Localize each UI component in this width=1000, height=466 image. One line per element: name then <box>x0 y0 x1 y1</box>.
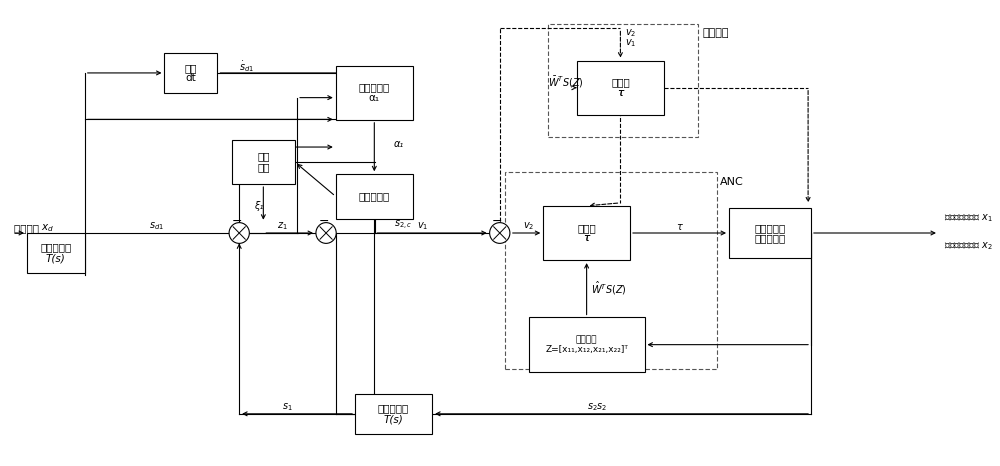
Text: $v_2$: $v_2$ <box>523 221 534 233</box>
Text: $s_1$: $s_1$ <box>282 402 293 413</box>
Bar <box>543 206 630 260</box>
Text: τ: τ <box>617 88 624 98</box>
Text: 双连杆刚性: 双连杆刚性 <box>754 223 786 233</box>
Text: $-$: $-$ <box>318 213 329 226</box>
Text: T(s): T(s) <box>384 414 403 424</box>
Bar <box>548 23 698 137</box>
Text: $\dot{s}_{d1}$: $\dot{s}_{d1}$ <box>239 59 254 74</box>
Bar <box>27 233 85 273</box>
Text: $s_2$: $s_2$ <box>596 401 606 413</box>
Text: $v_1$: $v_1$ <box>417 221 428 233</box>
Bar <box>529 317 645 372</box>
Text: τ: τ <box>677 221 682 232</box>
Bar <box>164 53 217 93</box>
Text: τ: τ <box>583 233 590 243</box>
Text: 微分: 微分 <box>185 63 197 73</box>
Text: $s_{d1}$: $s_{d1}$ <box>149 221 164 233</box>
Text: τ: τ <box>583 233 590 243</box>
Circle shape <box>229 223 249 243</box>
Text: $z_1$: $z_1$ <box>277 221 288 233</box>
Text: 机械臂关节速度 $x_2$: 机械臂关节速度 $x_2$ <box>944 240 992 252</box>
Bar <box>336 174 413 219</box>
Text: 状态转换器: 状态转换器 <box>40 242 71 253</box>
Text: $s_2$: $s_2$ <box>587 402 598 413</box>
Circle shape <box>316 223 336 243</box>
Text: 参考轨迹: 参考轨迹 <box>14 223 43 233</box>
Text: τ: τ <box>617 88 624 98</box>
Text: $\hat{W}^TS(Z)$: $\hat{W}^TS(Z)$ <box>591 280 627 297</box>
Text: 状态转换器: 状态转换器 <box>378 404 409 413</box>
Text: 控制器: 控制器 <box>611 77 630 88</box>
Text: 信号: 信号 <box>257 162 270 172</box>
Text: $x_d$: $x_d$ <box>41 222 54 234</box>
Text: $v_1$: $v_1$ <box>625 37 637 49</box>
Text: dt: dt <box>186 73 196 83</box>
Text: 机械臂模型: 机械臂模型 <box>754 233 786 243</box>
Text: ξ₁: ξ₁ <box>254 201 263 211</box>
Text: α₁: α₁ <box>369 93 380 103</box>
Text: 补偿: 补偿 <box>257 151 270 162</box>
Bar <box>577 61 664 115</box>
Text: Z=[x₁₁,x₁₂,x₂₁,x₂₂]ᵀ: Z=[x₁₁,x₁₂,x₂₁,x₂₂]ᵀ <box>545 345 628 354</box>
Text: 命令滤波器: 命令滤波器 <box>359 192 390 201</box>
Text: 虚拟控制器: 虚拟控制器 <box>359 82 390 92</box>
Text: α₁: α₁ <box>393 139 404 149</box>
Bar <box>729 208 811 258</box>
Bar <box>355 394 432 433</box>
Text: 机械臂关节角度 $x_1$: 机械臂关节角度 $x_1$ <box>944 212 992 224</box>
Bar <box>505 172 717 370</box>
Text: 控制器: 控制器 <box>577 223 596 233</box>
Text: $v_2$: $v_2$ <box>625 27 637 39</box>
Bar <box>336 66 413 120</box>
Text: $-$: $-$ <box>491 213 502 226</box>
Text: ANC: ANC <box>720 177 744 186</box>
Text: $-$: $-$ <box>231 213 242 226</box>
Circle shape <box>490 223 510 243</box>
Text: T(s): T(s) <box>46 253 66 263</box>
Bar <box>232 140 295 184</box>
Text: $s_{2,c}$: $s_{2,c}$ <box>394 219 413 232</box>
Text: $\bar{W}^TS(Z)$: $\bar{W}^TS(Z)$ <box>548 75 584 90</box>
Text: 学习控制: 学习控制 <box>702 28 729 38</box>
Text: 神经网络: 神经网络 <box>576 336 597 344</box>
